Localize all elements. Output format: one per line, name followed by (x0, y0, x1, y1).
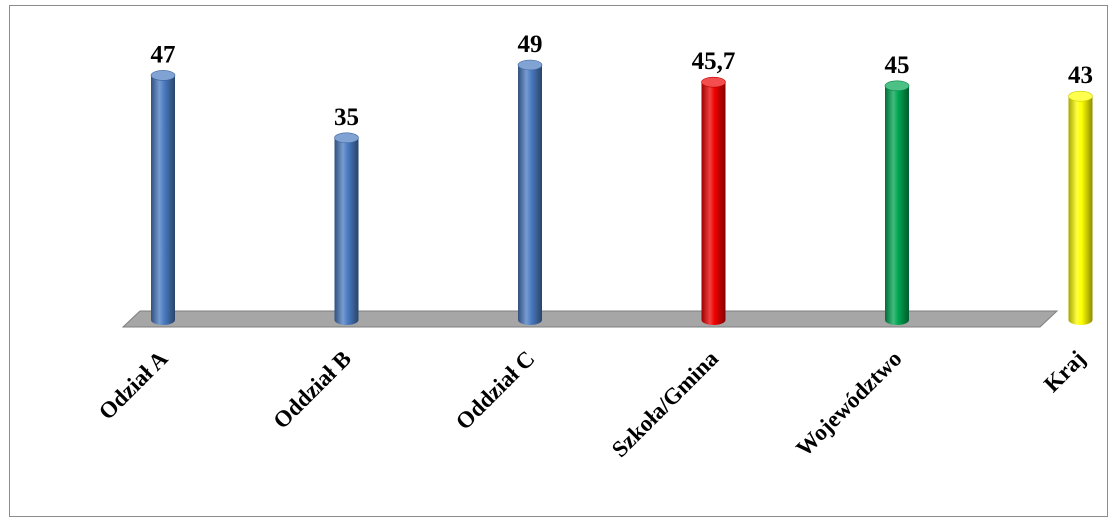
chart-frame (9, 5, 1108, 517)
bar-5 (884, 80, 910, 325)
bar-cap (884, 80, 910, 92)
category-label-3: Oddział C (451, 346, 540, 435)
bar-body (1068, 96, 1093, 325)
bar-3 (517, 59, 543, 325)
value-label-4: 45,7 (692, 48, 736, 75)
bar-1 (150, 70, 176, 325)
bar-4 (701, 76, 726, 326)
bar-2 (334, 132, 359, 325)
bar-body (885, 85, 909, 325)
bar-body (334, 137, 359, 325)
bar-body (151, 75, 175, 325)
value-labels-group: 47 35 49 45,7 45 43 (151, 31, 1094, 131)
bar-cap (701, 76, 726, 88)
bar-body (518, 65, 542, 325)
value-label-3: 49 (518, 31, 543, 58)
value-label-5: 45 (885, 52, 910, 79)
chart-floor (121, 310, 1059, 328)
bar-body (701, 82, 726, 326)
category-label-6: Kraj (1039, 346, 1090, 397)
category-label-4: Szkoła/Gmina (607, 346, 724, 463)
category-label-1: Odział A (94, 346, 173, 425)
bar-cap (1068, 90, 1093, 102)
value-label-6: 43 (1068, 62, 1093, 89)
category-label-5: Województwo (791, 346, 906, 461)
value-label-1: 47 (151, 41, 176, 68)
bar-6 (1068, 90, 1093, 325)
value-label-2: 35 (334, 104, 359, 131)
category-label-2: Oddział B (268, 346, 356, 434)
bars-group (150, 59, 1093, 326)
bar-cap (334, 132, 359, 144)
category-labels-group: Odział A Oddział B Oddział C Szkoła/Gmina Wo… (94, 346, 1090, 463)
bar-cap (517, 59, 543, 71)
bar-cap (150, 70, 176, 81)
